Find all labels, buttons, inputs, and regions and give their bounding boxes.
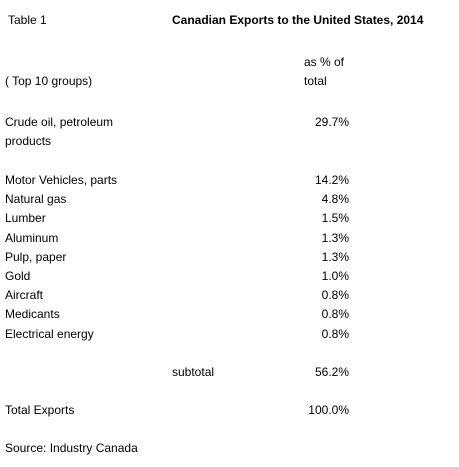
row-label: Motor Vehicles, parts [5,173,118,187]
row-value: 0.8% [321,326,349,341]
row-label: Natural gas [5,192,67,207]
row-value: 1.3% [321,230,349,245]
row-value: 1.5% [321,211,349,226]
row-value: 0.8% [321,288,349,303]
row-label: Electrical energy [5,326,94,341]
total-value: 100.0% [308,403,349,417]
row-value: 0.8% [321,307,349,322]
row-label: Pulp, paper [5,249,67,264]
row-label: Medicants [5,307,60,322]
row-label: Crude oil, petroleum [5,115,114,129]
row-label: Aluminum [5,230,59,245]
source-note: Source: Industry Canada [5,441,138,455]
row-value: 29.7% [314,115,349,129]
subtotal-label: subtotal [172,365,215,379]
row-value: 4.8% [321,192,349,207]
row-value: 1.3% [321,249,349,264]
row-label: products [5,134,52,148]
row-value: 1.0% [321,269,349,283]
row-label: Lumber [5,211,46,226]
value-header: as % of [304,55,345,69]
row-label: Gold [5,269,31,283]
row-value: 14.2% [314,173,349,187]
group-note: ( Top 10 groups) [5,74,93,88]
row-label: Aircraft [5,288,44,303]
subtotal-value: 56.2% [314,365,349,379]
total-label: Total Exports [5,403,75,417]
table-title: Canadian Exports to the United States, 2… [172,13,424,27]
value-header: total [304,74,327,88]
table-label: Table 1 [8,13,47,27]
